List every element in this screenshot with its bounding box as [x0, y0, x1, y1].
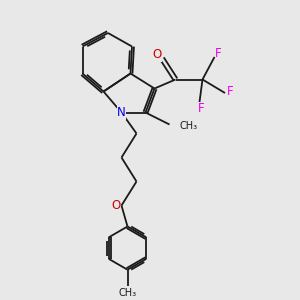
Text: F: F — [198, 102, 204, 115]
Text: F: F — [227, 85, 234, 98]
Text: CH₃: CH₃ — [180, 121, 198, 131]
Text: O: O — [112, 199, 121, 212]
Text: O: O — [152, 48, 161, 62]
Text: F: F — [215, 47, 221, 60]
Text: CH₃: CH₃ — [118, 288, 136, 298]
Text: N: N — [117, 106, 126, 119]
